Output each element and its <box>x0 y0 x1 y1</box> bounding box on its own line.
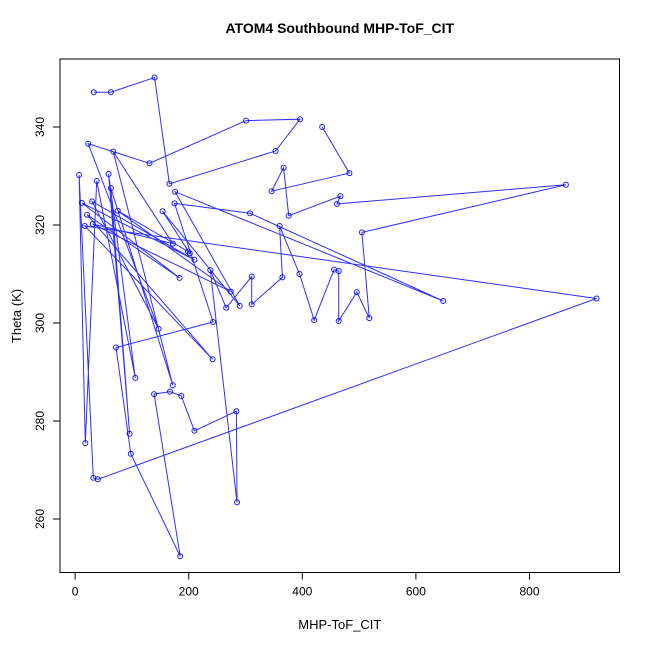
y-tick-label: 280 <box>33 411 47 431</box>
data-point-marker <box>169 240 176 247</box>
data-point-marker <box>358 229 365 236</box>
data-point-marker <box>353 289 360 296</box>
data-point-marker <box>107 185 114 192</box>
data-point-marker <box>209 356 216 363</box>
data-point-marker <box>276 223 283 229</box>
x-tick-label: 400 <box>292 585 312 599</box>
data-point-marker <box>169 382 176 389</box>
y-tick-label: 300 <box>33 313 47 333</box>
data-point-marker <box>151 74 158 81</box>
data-point-marker <box>562 181 569 188</box>
data-point-marker <box>113 344 119 351</box>
data-point-marker <box>89 198 96 205</box>
data-point-marker <box>186 250 193 257</box>
x-axis-ticks: 0 200 400 600 800 <box>72 572 540 599</box>
data-point-marker <box>151 391 158 398</box>
x-tick-label: 0 <box>72 585 79 599</box>
data-point-marker <box>132 374 139 381</box>
x-tick-label: 800 <box>519 585 539 599</box>
data-point-marker <box>248 273 255 280</box>
data-point-marker <box>593 295 600 302</box>
data-point-marker <box>76 172 83 178</box>
data-point-marker <box>236 302 243 309</box>
data-point-marker <box>268 188 275 195</box>
data-points <box>76 74 600 560</box>
data-point-marker <box>167 388 173 395</box>
data-point-marker <box>178 393 185 399</box>
data-point-marker <box>247 210 253 217</box>
data-point-marker <box>335 268 342 275</box>
data-line <box>78 76 597 557</box>
data-point-marker <box>84 211 90 218</box>
data-point-marker <box>243 117 250 124</box>
data-point-marker <box>82 440 89 447</box>
data-point-marker <box>346 170 353 177</box>
data-point-marker <box>333 200 340 207</box>
data-point-marker <box>126 430 133 437</box>
data-point-marker <box>335 318 342 324</box>
y-tick-label: 340 <box>33 117 47 137</box>
data-point-marker <box>93 177 100 184</box>
data-point-marker <box>280 164 287 171</box>
data-point-marker <box>155 325 162 332</box>
data-point-marker <box>146 160 153 167</box>
data-point-marker <box>177 553 184 560</box>
data-point-marker <box>233 408 240 415</box>
y-tick-label: 320 <box>33 215 47 235</box>
x-tick-label: 600 <box>406 585 426 599</box>
data-point-marker <box>296 271 303 277</box>
data-point-marker <box>191 427 198 434</box>
data-point-marker <box>105 171 112 177</box>
data-point-marker <box>114 207 121 214</box>
data-point-marker <box>166 180 173 187</box>
data-point-marker <box>297 116 303 123</box>
data-point-marker <box>90 89 97 96</box>
data-point-marker <box>366 315 373 322</box>
plot-box <box>59 58 620 573</box>
data-point-marker <box>85 140 92 147</box>
data-point-marker <box>89 221 96 227</box>
data-point-marker <box>176 274 183 281</box>
data-point-marker <box>81 223 88 229</box>
data-point-marker <box>172 188 179 195</box>
data-point-marker <box>248 301 255 308</box>
x-axis-label: MHP-ToF_CIT <box>298 617 381 632</box>
data-point-marker <box>78 199 85 206</box>
data-point-marker <box>285 212 292 219</box>
data-point-marker <box>272 148 279 154</box>
data-point-marker <box>311 317 318 324</box>
data-point-marker <box>210 319 217 325</box>
data-point-marker <box>319 124 326 130</box>
data-point-marker <box>207 267 214 274</box>
data-point-marker <box>227 288 234 295</box>
x-tick-label: 200 <box>179 585 199 599</box>
data-point-marker <box>110 148 117 155</box>
data-point-marker <box>171 200 178 207</box>
data-point-marker <box>191 256 198 263</box>
data-point-marker <box>223 304 230 311</box>
y-axis-ticks: 260 280 300 320 340 <box>33 117 60 529</box>
data-point-marker <box>159 208 166 215</box>
chart-title: ATOM4 Southbound MHP-ToF_CIT <box>225 20 454 36</box>
data-point-marker <box>234 499 240 506</box>
y-tick-label: 260 <box>33 509 47 529</box>
data-point-marker <box>127 450 134 457</box>
data-point-marker <box>337 193 344 200</box>
data-point-marker <box>107 89 114 96</box>
data-point-marker <box>279 274 286 281</box>
data-point-marker <box>440 298 447 304</box>
y-axis-label: Theta (K) <box>9 289 24 343</box>
data-point-marker <box>90 474 97 481</box>
